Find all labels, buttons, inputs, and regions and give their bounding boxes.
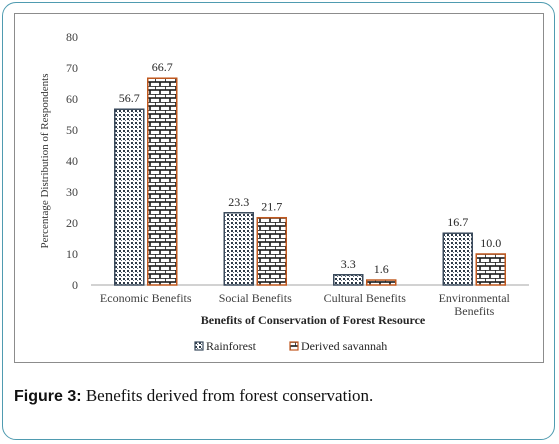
y-tick-label: 30 (66, 185, 78, 199)
legend-swatch-derived-savannah (289, 341, 299, 351)
bar-derived-savannah (475, 253, 506, 286)
chart-area: 0 10 20 30 40 50 60 70 80 Percentage Distribution… (14, 13, 544, 363)
y-tick-label: 70 (66, 61, 78, 75)
figure-caption-text: Benefits derived from forest conservatio… (81, 386, 374, 405)
bar-data-label: 10.0 (480, 236, 501, 250)
x-category-label: Cultural Benefits (324, 291, 407, 305)
bar-rainforest (223, 212, 254, 286)
bar-data-label: 21.7 (261, 200, 282, 214)
y-tick-label: 0 (72, 278, 78, 292)
y-tick-label: 40 (66, 154, 78, 168)
y-tick-label: 60 (66, 92, 78, 106)
bar-data-label: 3.3 (341, 257, 356, 271)
y-axis-title: Percentage Distribution of Respondents (39, 73, 51, 248)
y-tick-label: 50 (66, 123, 78, 137)
bar-derived-savannah (147, 77, 178, 286)
legend-label-rainforest: Rainforest (206, 339, 257, 353)
bar-data-label: 56.7 (119, 91, 140, 105)
bar-data-label: 23.3 (228, 195, 249, 209)
y-tick-label: 80 (66, 30, 78, 44)
legend-label-derived-savannah: Derived savannah (301, 339, 387, 353)
x-axis-title: Benefits of Conservation of Forest Resou… (201, 313, 426, 327)
x-category-label: Economic Benefits (100, 291, 192, 305)
bar-rainforest (442, 232, 473, 286)
x-category-label: Environmental (439, 291, 511, 305)
figure-frame (2, 2, 555, 440)
bar-data-label: 1.6 (374, 262, 389, 276)
bar-derived-savannah (256, 216, 287, 286)
legend-swatch-rainforest (194, 341, 204, 351)
x-category-label: Social Benefits (219, 291, 292, 305)
bar-derived-savannah (366, 279, 397, 286)
bar-rainforest (333, 274, 364, 286)
y-tick-label: 20 (66, 216, 78, 230)
bar-data-label: 66.7 (152, 60, 173, 74)
bar-data-label: 16.7 (447, 215, 468, 229)
figure-caption: Figure 3: Benefits derived from forest c… (14, 386, 544, 406)
bar-rainforest (114, 108, 145, 286)
y-tick-label: 10 (66, 247, 78, 261)
figure-caption-label: Figure 3: (14, 388, 82, 405)
x-category-label: Benefits (454, 304, 494, 318)
bar-chart: 0 10 20 30 40 50 60 70 80 Percentage Distribution… (39, 30, 529, 353)
